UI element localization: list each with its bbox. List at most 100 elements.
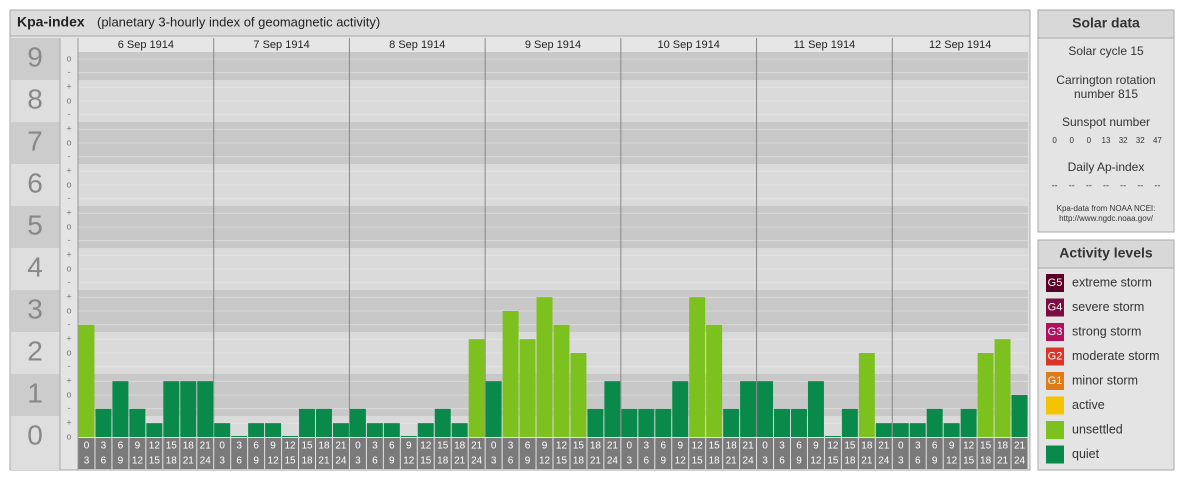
axis-band bbox=[11, 38, 60, 80]
axis-band bbox=[11, 290, 60, 332]
hour-label: 21 bbox=[183, 456, 195, 467]
hour-label: 15 bbox=[437, 441, 449, 452]
bar bbox=[248, 423, 265, 437]
minor-tick-label: + bbox=[66, 334, 71, 344]
minor-tick-label: o bbox=[66, 347, 71, 357]
minor-tick-label: - bbox=[68, 319, 71, 329]
bar bbox=[282, 436, 299, 437]
bar bbox=[95, 408, 112, 437]
hour-label: 24 bbox=[743, 456, 755, 467]
hour-label: 0 bbox=[84, 441, 90, 452]
bar bbox=[214, 423, 231, 437]
hour-label: 3 bbox=[627, 456, 633, 467]
hour-cell bbox=[807, 438, 824, 469]
hour-cell bbox=[909, 438, 926, 469]
bar bbox=[587, 408, 604, 437]
hour-label: 12 bbox=[539, 456, 551, 467]
y-tick-label: 5 bbox=[27, 209, 43, 240]
panel-title: Activity levels bbox=[1059, 245, 1153, 261]
legend-code: G1 bbox=[1048, 375, 1063, 387]
y-tick-label: 0 bbox=[27, 419, 43, 450]
hour-cell bbox=[892, 438, 909, 469]
hour-label: 18 bbox=[590, 441, 602, 452]
hour-label: 6 bbox=[915, 456, 921, 467]
bar bbox=[536, 297, 553, 437]
minor-tick-label: - bbox=[68, 193, 71, 203]
hour-label: 3 bbox=[372, 441, 378, 452]
hour-label: 0 bbox=[355, 441, 361, 452]
sunspot-value: 0 bbox=[1087, 136, 1092, 145]
minor-tick-label: + bbox=[66, 250, 71, 260]
legend-swatch bbox=[1046, 298, 1064, 317]
bar bbox=[299, 408, 315, 437]
bar bbox=[265, 423, 282, 437]
sunspot-value: 47 bbox=[1153, 136, 1162, 145]
hour-label: 3 bbox=[84, 456, 90, 467]
hour-label: 3 bbox=[491, 456, 497, 467]
hour-cell bbox=[451, 438, 468, 469]
hour-cell bbox=[349, 438, 366, 469]
day-label: 9 Sep 1914 bbox=[525, 39, 581, 51]
ap-value: -- bbox=[1086, 180, 1092, 190]
hour-label: 9 bbox=[525, 456, 531, 467]
hour-label: 18 bbox=[861, 441, 873, 452]
axis-band bbox=[11, 248, 60, 290]
hour-label: 15 bbox=[301, 441, 313, 452]
bar bbox=[417, 423, 434, 437]
hour-cell bbox=[95, 438, 112, 469]
hour-label: 15 bbox=[827, 456, 839, 467]
minor-tick-label: - bbox=[68, 361, 71, 371]
bar bbox=[383, 423, 400, 437]
hour-cell bbox=[875, 438, 892, 469]
hour-label: 9 bbox=[660, 456, 666, 467]
hour-cell bbox=[434, 438, 451, 469]
legend-code: G2 bbox=[1048, 350, 1063, 362]
hour-cell bbox=[282, 438, 299, 469]
minor-tick-label: o bbox=[66, 389, 71, 399]
hour-cell bbox=[638, 438, 655, 469]
hour-cell bbox=[774, 438, 790, 469]
day-label: 8 Sep 1914 bbox=[389, 39, 445, 51]
hour-label: 12 bbox=[810, 456, 822, 467]
hour-cell bbox=[400, 438, 417, 469]
minor-tick-label: + bbox=[66, 376, 71, 386]
ap-value: -- bbox=[1154, 180, 1160, 190]
hour-label: 9 bbox=[389, 456, 395, 467]
hour-label: 6 bbox=[372, 456, 378, 467]
hour-cell bbox=[740, 438, 757, 469]
hour-cell bbox=[316, 438, 332, 469]
hour-label: 24 bbox=[335, 456, 347, 467]
hour-label: 12 bbox=[403, 456, 415, 467]
hour-label: 3 bbox=[644, 441, 650, 452]
hour-cell bbox=[78, 438, 95, 469]
hour-cell bbox=[858, 438, 875, 469]
hour-cell bbox=[265, 438, 282, 469]
hour-label: 6 bbox=[389, 441, 395, 452]
hour-label: 3 bbox=[915, 441, 921, 452]
bar bbox=[366, 423, 383, 437]
bar bbox=[451, 423, 468, 437]
bar bbox=[197, 381, 214, 437]
hour-label: 9 bbox=[813, 441, 819, 452]
day-header bbox=[78, 38, 1028, 52]
bar bbox=[757, 381, 774, 437]
minor-tick-label: - bbox=[68, 109, 71, 119]
hour-label: 3 bbox=[898, 456, 904, 467]
hour-label: 3 bbox=[101, 441, 107, 452]
bar bbox=[994, 339, 1011, 437]
hour-label: 9 bbox=[406, 441, 412, 452]
hour-label: 15 bbox=[980, 441, 992, 452]
hour-label: 6 bbox=[644, 456, 650, 467]
side-text: number 815 bbox=[1074, 87, 1138, 101]
bar bbox=[774, 408, 790, 437]
hour-label: 3 bbox=[355, 456, 361, 467]
hour-cell bbox=[791, 438, 807, 469]
hour-label: 21 bbox=[861, 456, 873, 467]
hour-label: 6 bbox=[932, 441, 938, 452]
hour-label: 15 bbox=[420, 456, 432, 467]
hour-label: 6 bbox=[508, 456, 514, 467]
bar bbox=[400, 436, 417, 437]
legend-swatch bbox=[1046, 372, 1064, 390]
hour-label: 24 bbox=[1014, 456, 1026, 467]
minor-tick-label: + bbox=[66, 124, 71, 134]
